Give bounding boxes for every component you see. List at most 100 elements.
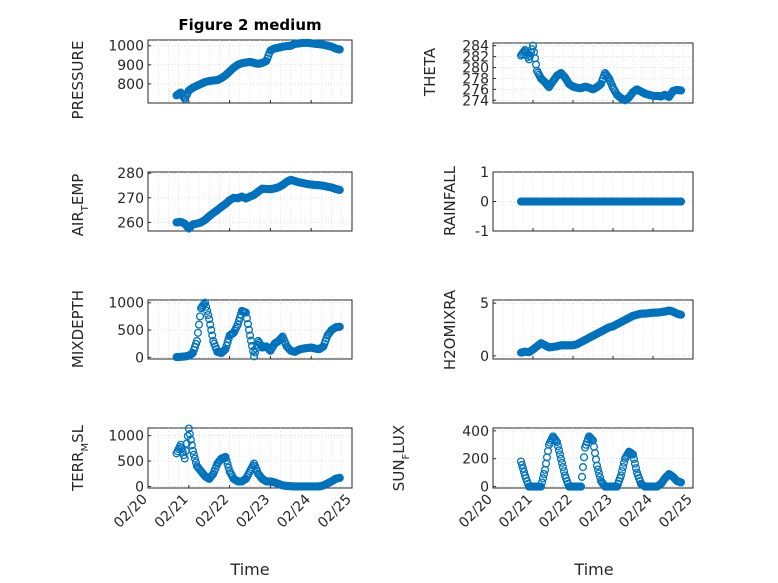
data-point [187, 441, 196, 450]
data-point [335, 322, 344, 331]
y-tick-label: 278 [462, 71, 489, 87]
data-point [204, 310, 213, 320]
data-point [617, 467, 627, 476]
data-point [559, 467, 569, 476]
ylabel-theta: THETA [421, 47, 439, 97]
data-point [676, 86, 686, 95]
x-tick-label: 02/25 [656, 492, 696, 532]
data-point [629, 454, 639, 464]
data-point [243, 319, 253, 329]
data-point [577, 472, 587, 481]
panel-rainfall: RAINFALL -1 0 1 [441, 165, 694, 240]
y-tick-label: 280 [462, 61, 489, 77]
y-tick-label: 0 [135, 479, 144, 495]
data-point [202, 302, 211, 311]
data-point [220, 346, 229, 355]
x-tick-label: 02/20 [456, 492, 496, 532]
data-point [335, 185, 344, 194]
data-point [223, 460, 232, 469]
y-tick-label: 800 [117, 77, 144, 93]
chart-title: Figure 2 medium [178, 16, 321, 34]
data-point [576, 482, 586, 491]
y-tick-label: 1 [480, 165, 489, 181]
data-point [241, 308, 250, 317]
data-point [630, 459, 640, 468]
data-point [586, 434, 596, 443]
data-point [185, 430, 194, 439]
data-point [224, 463, 233, 472]
data-point [578, 463, 588, 472]
x-tick-label: 02/21 [152, 492, 192, 532]
ylabel-h2omixra: H2OMIXRA [441, 289, 459, 370]
data-point [676, 478, 686, 487]
y-tick-label: 280 [117, 166, 144, 182]
data-point [593, 465, 603, 474]
data-point [244, 325, 254, 334]
y-tick-label: 1000 [108, 39, 144, 55]
data-point [539, 469, 549, 479]
x-tick-label: 02/20 [111, 492, 151, 532]
panel-air-temp: AIRTEMP 260 270 280 [69, 166, 353, 236]
data-point [558, 463, 568, 472]
data-point [180, 454, 189, 463]
x-tick-label: 02/21 [496, 492, 536, 532]
data-point [191, 458, 200, 467]
data-point [203, 306, 212, 315]
y-tick-label: 284 [462, 39, 489, 55]
data-point [557, 458, 567, 467]
data-point [245, 331, 255, 340]
y-tick-label: 500 [117, 323, 144, 339]
data-point [555, 450, 565, 459]
data-point [631, 464, 641, 473]
data-point [189, 450, 198, 459]
y-tick-label: 400 [462, 424, 489, 440]
data-point [537, 478, 547, 487]
data-point [595, 473, 605, 482]
data-point [201, 298, 210, 307]
data-point [184, 424, 193, 433]
data-point [335, 473, 344, 482]
data-point [186, 435, 195, 444]
data-point [190, 454, 199, 463]
data-point [222, 456, 231, 465]
y-tick-label: -1 [475, 224, 489, 240]
y-tick-label: 282 [462, 50, 489, 66]
data-point [594, 469, 604, 478]
data-point [517, 460, 527, 470]
y-tick-label: 1000 [108, 296, 144, 312]
panel-pressure: Figure 2 medium PRESSURE 800 900 1000 [69, 16, 353, 120]
data-point [251, 348, 260, 357]
x-tick-label: 02/22 [536, 492, 576, 532]
data-point [553, 442, 563, 451]
data-point [618, 463, 628, 472]
ylabel-pressure: PRESSURE [69, 41, 87, 120]
y-tick-label: 0 [480, 195, 489, 211]
panel-h2omixra: H2OMIXRA 0 5 [441, 289, 694, 370]
data-point [616, 471, 626, 480]
x-tick-label: 02/23 [233, 492, 273, 532]
ylabel-terr-msl: TERRMSL [69, 424, 91, 492]
data-point [518, 464, 528, 473]
x-tick-label: 02/25 [315, 492, 355, 532]
data-point [335, 45, 344, 54]
data-point [188, 446, 197, 455]
ylabel-mixdepth: MIXDEPTH [69, 290, 87, 368]
y-tick-label: 0 [135, 350, 144, 366]
data-point [242, 314, 251, 323]
data-point [192, 336, 202, 346]
data-point [195, 312, 205, 321]
y-tick-label: 260 [117, 215, 144, 231]
x-tick-label: 02/24 [274, 491, 314, 531]
data-point [516, 457, 526, 466]
y-tick-label: 200 [462, 452, 489, 468]
y-tick-label: 276 [462, 82, 489, 98]
data-point [221, 452, 230, 462]
y-tick-label: 270 [117, 191, 144, 207]
y-tick-label: 5 [480, 296, 489, 312]
data-point [676, 197, 686, 206]
data-point [250, 352, 259, 361]
data-point [592, 461, 602, 470]
xlabel-terr-msl: Time [229, 560, 269, 579]
